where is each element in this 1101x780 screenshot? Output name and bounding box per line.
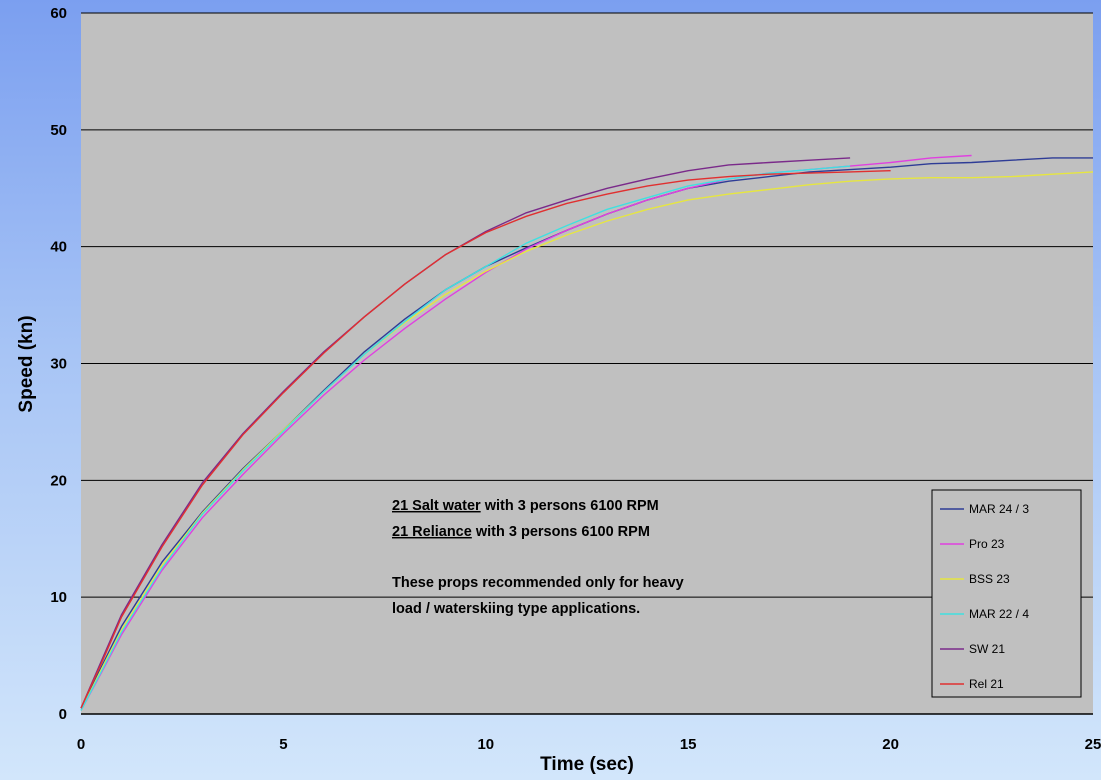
legend-label: BSS 23 (969, 572, 1010, 586)
legend-label: SW 21 (969, 642, 1005, 656)
series-lines (80, 154, 1094, 711)
note-line-2-rest: with 3 persons 6100 RPM (472, 524, 650, 540)
x-tick-label: 0 (77, 736, 85, 753)
x-axis-title: Time (sec) (540, 754, 634, 775)
y-tick-label: 10 (50, 589, 67, 606)
gridlines (81, 12, 1093, 598)
x-tick-label: 25 (1085, 736, 1101, 753)
legend-label: Rel 21 (969, 677, 1004, 691)
y-tick-label: 20 (50, 472, 67, 489)
series-line-3 (80, 171, 1094, 711)
note-line-3: These props recommended only for heavy (392, 575, 684, 591)
legend-label: Pro 23 (969, 537, 1005, 551)
series-line-6 (80, 170, 891, 709)
x-tick-label: 15 (680, 736, 697, 753)
y-tick-label: 60 (50, 5, 67, 22)
y-axis-ticks: 0 10 20 30 40 50 60 (50, 5, 67, 723)
x-tick-label: 10 (477, 736, 494, 753)
x-axis-ticks: 0 5 10 15 20 25 (77, 736, 1101, 753)
x-tick-label: 5 (279, 736, 287, 753)
legend-items: MAR 24 / 3 Pro 23 BSS 23 MAR 22 / 4 SW 21 Rel… (940, 502, 1029, 691)
y-tick-label: 50 (50, 122, 67, 139)
note-line-1: 21 Salt water with 3 persons 6100 RPM (392, 498, 659, 514)
legend-box (931, 489, 1082, 698)
legend-label: MAR 24 / 3 (969, 502, 1029, 516)
y-axis-title: Speed (kn) (16, 315, 37, 412)
x-tick-label: 20 (882, 736, 899, 753)
series-line-4 (80, 165, 851, 711)
annotation-note: 21 Salt water with 3 persons 6100 RPM 21… (392, 498, 684, 617)
legend: MAR 24 / 3 Pro 23 BSS 23 MAR 22 / 4 SW 21 Rel… (931, 489, 1082, 698)
note-line-4: load / waterskiing type applications. (392, 601, 640, 617)
note-line-1-bold: 21 Salt water (392, 498, 481, 514)
y-tick-label: 40 (50, 239, 67, 256)
note-line-2: 21 Reliance with 3 persons 6100 RPM (392, 524, 650, 540)
note-line-2-bold: 21 Reliance (392, 524, 472, 540)
y-tick-label: 30 (50, 356, 67, 373)
note-line-1-rest: with 3 persons 6100 RPM (481, 498, 659, 514)
legend-label: MAR 22 / 4 (969, 607, 1029, 621)
y-tick-label: 0 (59, 706, 67, 723)
